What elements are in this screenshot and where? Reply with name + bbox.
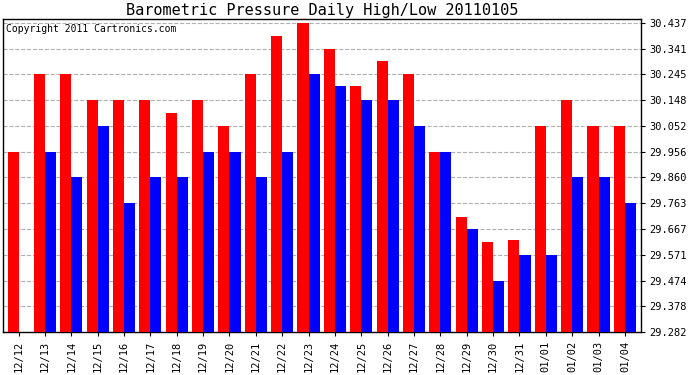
Bar: [614, 126, 625, 332]
Bar: [98, 126, 109, 332]
Text: Copyright 2011 Cartronics.com: Copyright 2011 Cartronics.com: [6, 24, 177, 34]
Bar: [377, 61, 388, 332]
Bar: [166, 113, 177, 332]
Bar: [45, 152, 56, 332]
Bar: [362, 100, 373, 332]
Bar: [87, 100, 98, 332]
Bar: [388, 100, 399, 332]
Bar: [230, 152, 241, 332]
Bar: [561, 100, 572, 332]
Bar: [192, 100, 203, 332]
Bar: [335, 86, 346, 332]
Bar: [466, 229, 477, 332]
Bar: [308, 74, 319, 332]
Bar: [124, 203, 135, 332]
Bar: [493, 280, 504, 332]
Bar: [139, 100, 150, 332]
Bar: [482, 242, 493, 332]
Bar: [113, 100, 124, 332]
Bar: [177, 177, 188, 332]
Bar: [535, 126, 546, 332]
Bar: [256, 177, 267, 332]
Bar: [429, 152, 440, 332]
Bar: [8, 152, 19, 332]
Bar: [297, 23, 308, 332]
Bar: [60, 74, 71, 332]
Bar: [219, 126, 230, 332]
Bar: [245, 74, 256, 332]
Bar: [625, 203, 636, 332]
Bar: [572, 177, 583, 332]
Bar: [71, 177, 82, 332]
Bar: [414, 126, 425, 332]
Bar: [403, 74, 414, 332]
Bar: [587, 126, 598, 332]
Bar: [455, 217, 466, 332]
Bar: [598, 177, 609, 332]
Bar: [546, 255, 557, 332]
Bar: [282, 152, 293, 332]
Bar: [440, 152, 451, 332]
Title: Barometric Pressure Daily High/Low 20110105: Barometric Pressure Daily High/Low 20110…: [126, 3, 518, 18]
Bar: [150, 177, 161, 332]
Bar: [520, 255, 531, 332]
Bar: [351, 86, 362, 332]
Bar: [509, 240, 520, 332]
Bar: [34, 74, 45, 332]
Bar: [271, 36, 282, 332]
Bar: [203, 152, 214, 332]
Bar: [324, 49, 335, 332]
